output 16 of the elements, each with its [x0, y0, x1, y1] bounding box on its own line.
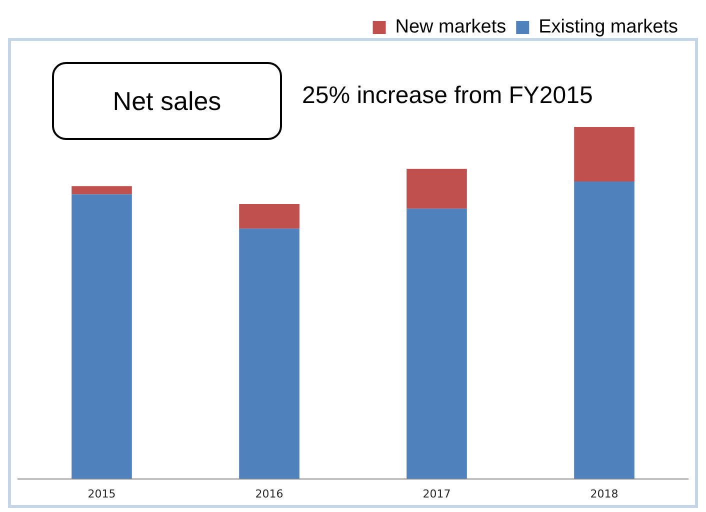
legend-label: Existing markets	[538, 16, 678, 38]
text: 25% increase from FY2015	[302, 82, 593, 110]
x-tick-label: 2016	[255, 487, 284, 500]
x-tick-label: 2017	[422, 487, 451, 500]
bar	[574, 182, 634, 479]
x-tick-label: 2015	[88, 487, 116, 500]
bar	[239, 228, 300, 479]
x-tick-label: 2018	[590, 487, 618, 500]
bar	[574, 127, 634, 182]
chart-title: Net sales	[52, 62, 282, 140]
bar	[406, 168, 467, 209]
bar	[406, 208, 467, 479]
bar	[72, 186, 132, 194]
bar	[239, 204, 300, 229]
legend-label: New markets	[395, 16, 506, 38]
bar	[72, 194, 132, 479]
